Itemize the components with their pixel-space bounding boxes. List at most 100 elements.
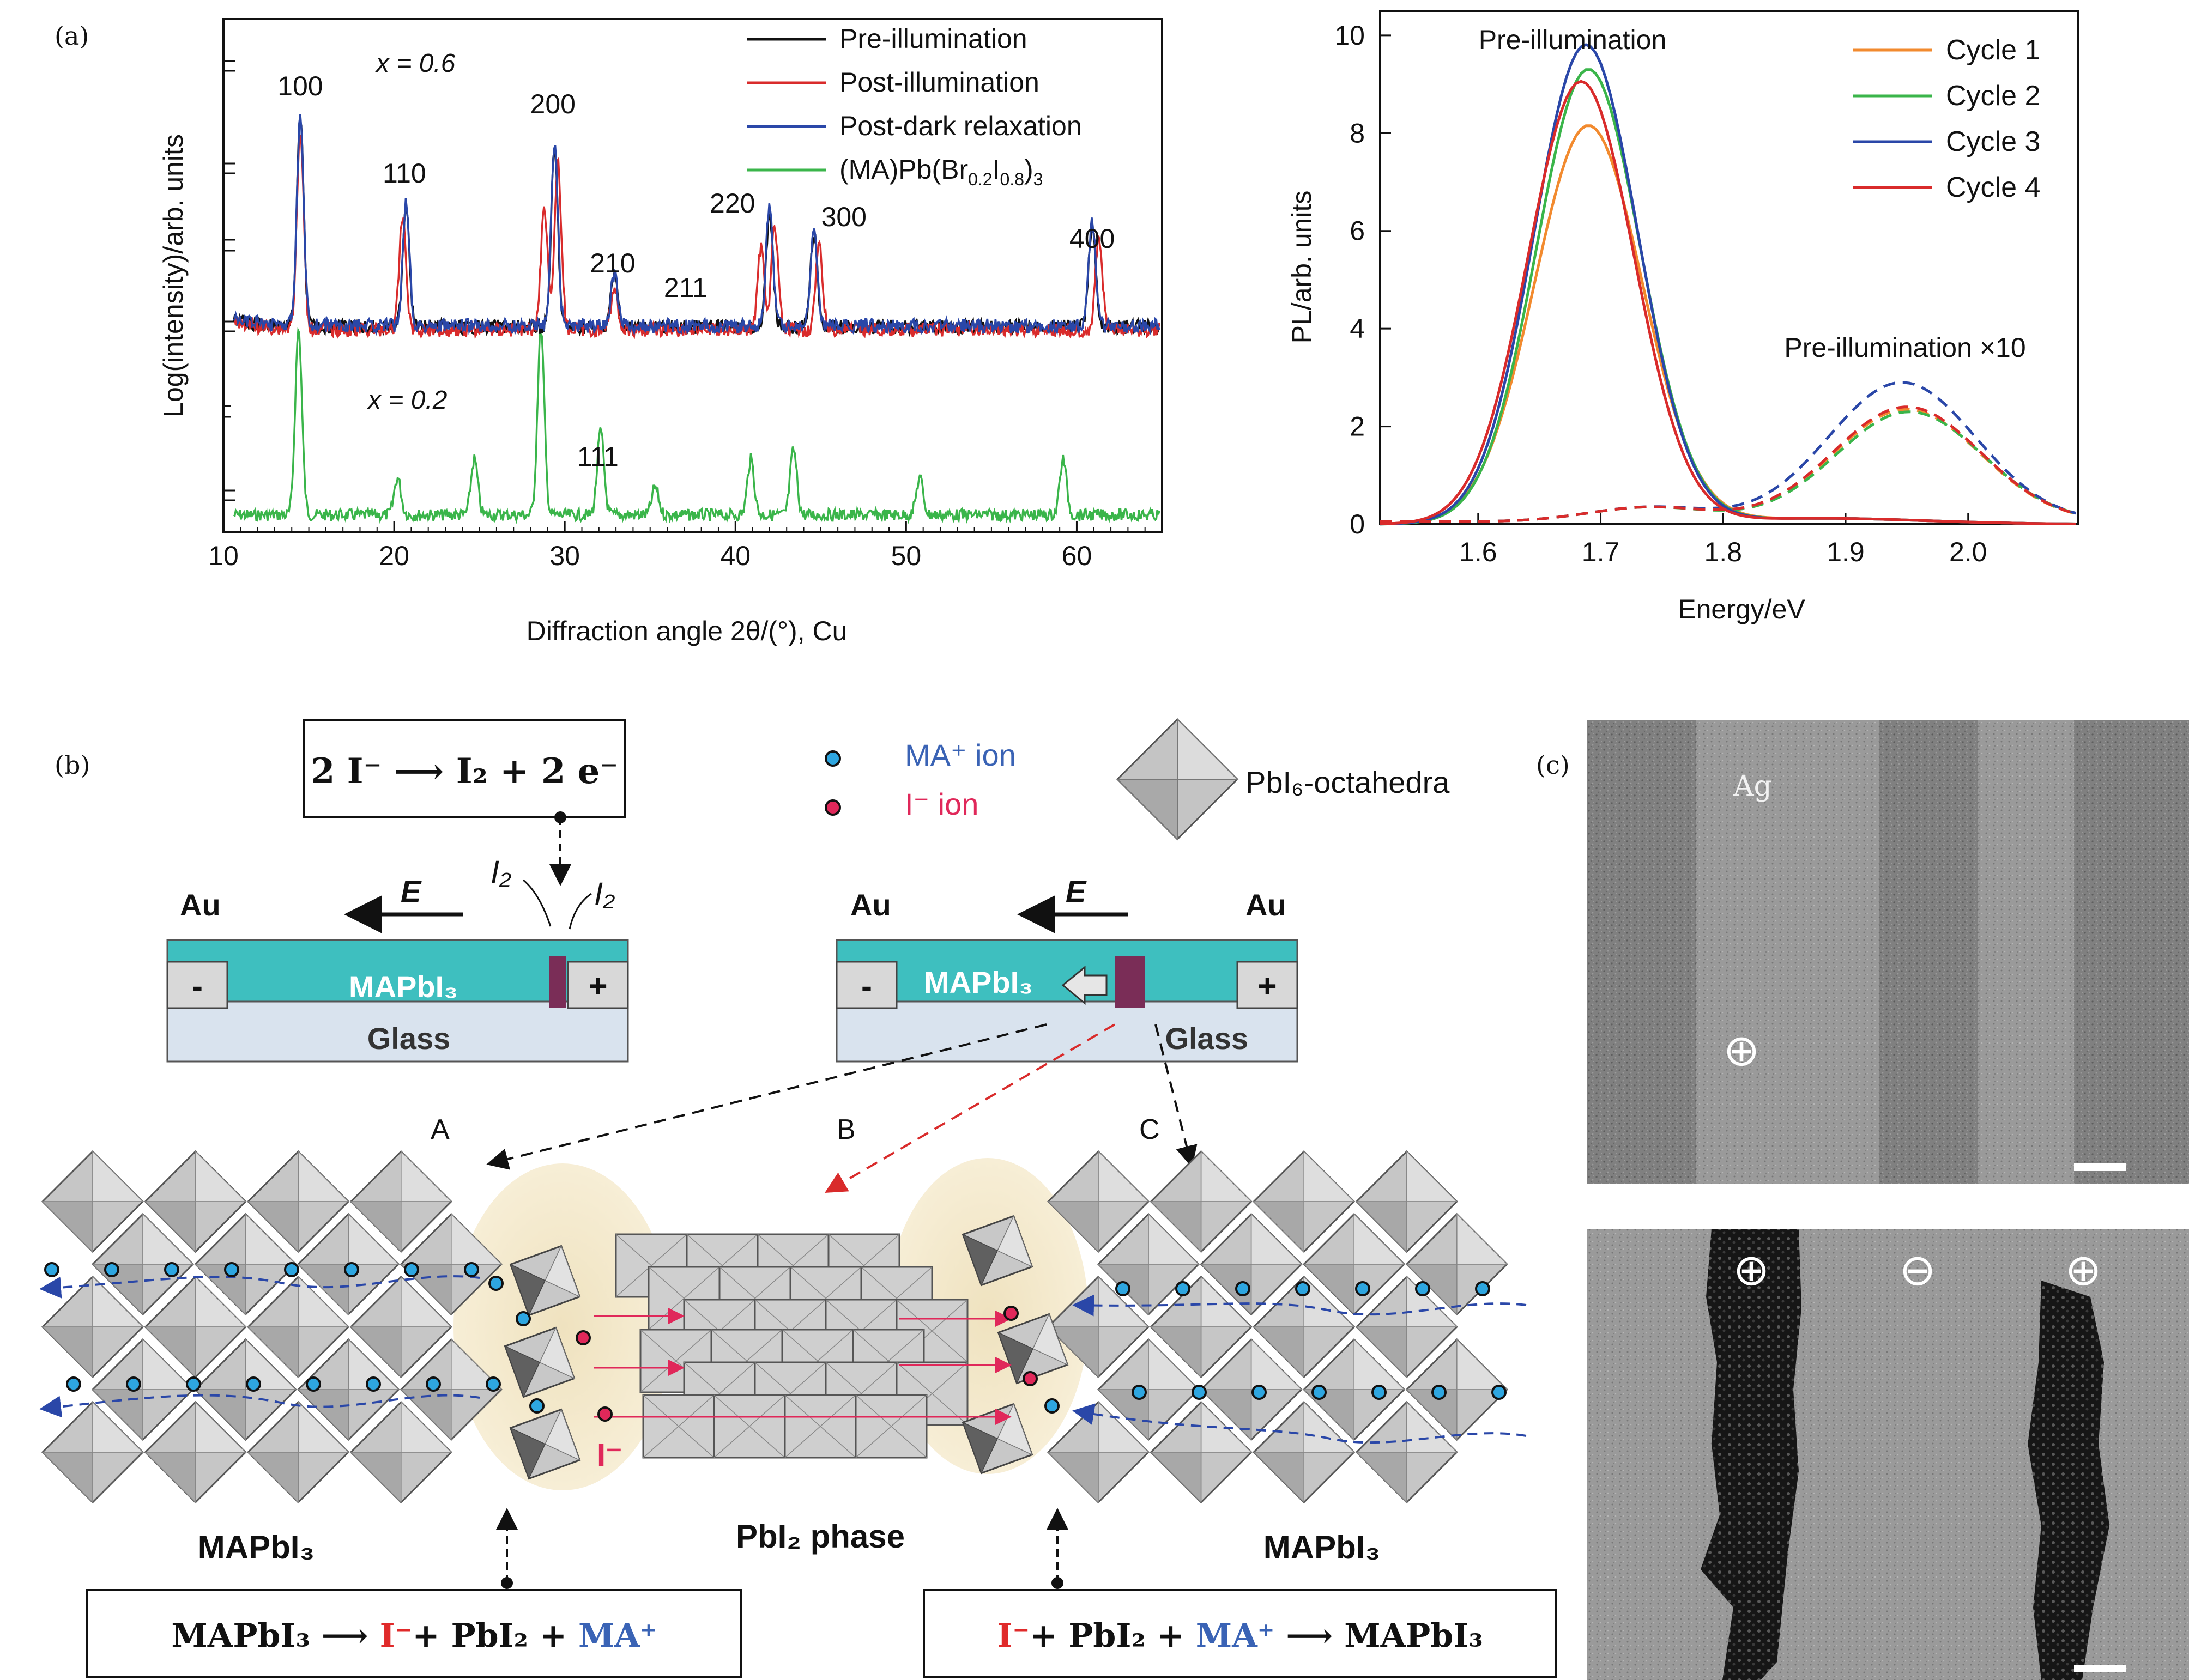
pl-dashed-line-3 <box>1380 381 2077 523</box>
octahedron-icon <box>1097 1338 1200 1441</box>
reaction-right-text: I⁻+ PbI₂ + MA⁺ ⟶ MAPbI₃ <box>997 1617 1483 1655</box>
xrd-peak-labels: 100 110 200 210 211 220 300 400 111 <box>277 71 1115 472</box>
octahedron-icon <box>144 1150 247 1253</box>
i2-label-left: I₂ <box>491 854 511 890</box>
i2-label-right: I₂ <box>594 876 615 912</box>
glass-right: Glass <box>1165 1021 1248 1056</box>
top-plus-sign: ⊕ <box>1723 1026 1759 1075</box>
octahedron-icon <box>297 1338 400 1441</box>
octahedron-icon <box>1200 1338 1303 1441</box>
octahedron-icon <box>400 1338 503 1441</box>
pl-line-4 <box>1380 80 2076 525</box>
octahedron-icon <box>1355 1275 1458 1379</box>
bottom-minus-sign: ⊖ <box>1899 1246 1936 1294</box>
ma-ion <box>1431 1385 1447 1400</box>
octahedron-icon <box>1200 1212 1303 1316</box>
ma-ion <box>246 1376 261 1392</box>
scale-bar-top <box>2074 1163 2126 1171</box>
legend-octahedra: PbI₆-octahedra <box>1245 765 1450 799</box>
region-b-label: B <box>837 1114 856 1145</box>
xrd-line-4 <box>233 327 1160 524</box>
minus-left: - <box>192 968 203 1004</box>
xrd-legend-post: Post-illumination <box>839 67 1039 98</box>
pl-annotation-top: Pre-illumination <box>1479 25 1667 55</box>
xrd-x-tick-label: 40 <box>720 541 751 571</box>
pl-legend-entry: Cycle 3 <box>1946 126 2040 157</box>
octahedron-icon <box>247 1275 350 1379</box>
ma-ion <box>44 1262 59 1277</box>
ma-ion <box>66 1376 81 1392</box>
ma-ion <box>1235 1281 1250 1296</box>
octahedron-icon <box>1355 1400 1458 1504</box>
scale-bar-bottom <box>2074 1665 2126 1672</box>
xrd-peak-label: 210 <box>590 248 635 278</box>
xrd-peak-label: 400 <box>1069 223 1115 254</box>
ma-ion <box>1132 1385 1147 1400</box>
reaction-box-right <box>923 1589 1557 1678</box>
field-label-right: E <box>1066 874 1087 908</box>
pl-x-tick-label: 1.6 <box>1459 537 1497 567</box>
octahedron-icon <box>144 1275 247 1379</box>
mapbi3-right-device: MAPbI₃ <box>924 965 1033 999</box>
pl-legend-entry: Cycle 2 <box>1946 80 2040 112</box>
au-label-right-b: Au <box>1245 888 1286 922</box>
xrd-peak-label: 100 <box>277 71 323 101</box>
pl-series <box>1380 43 2077 526</box>
octahedron-icon <box>1047 1400 1150 1504</box>
bottom-plus-sign-2: ⊕ <box>2065 1246 2101 1294</box>
iodide-ion <box>1003 1306 1019 1321</box>
xrd-annotation-x02: x = 0.2 <box>367 386 447 415</box>
xrd-legend-reference: (MA)Pb(Br0.2I0.8)3 <box>839 154 1043 189</box>
pl-y-axis-label: PL/arb. units <box>1286 191 1317 344</box>
xrd-legend: Pre-illumination Post-illumination Post-… <box>747 23 1082 189</box>
octahedron-icon <box>349 1150 452 1253</box>
left-phase-label: MAPbI₃ <box>198 1529 315 1566</box>
panel-label-b: (b) <box>55 750 90 780</box>
pl-x-tick-label: 2.0 <box>1949 537 1987 567</box>
octahedron-fragment <box>509 1245 581 1317</box>
pl-ticks: 1.6 1.7 1.8 1.9 2.0 0 2 4 6 8 10 <box>1334 20 1987 567</box>
xrd-peak-label: 200 <box>530 89 576 119</box>
pl-y-tick-label: 6 <box>1350 216 1365 246</box>
pl-legend-entry: Cycle 1 <box>1946 34 2040 66</box>
xrd-y-axis-label: Log(intensity)/arb. units <box>158 134 189 417</box>
ma-ion <box>1115 1281 1130 1296</box>
perovskite-lattice-left <box>41 1150 503 1504</box>
octahedron-icon <box>41 1150 144 1253</box>
pl-chart: 1.6 1.7 1.8 1.9 2.0 0 2 4 6 8 10 Energy/eV PL/arb.… <box>1286 10 2079 624</box>
iodide-ion <box>1023 1371 1038 1386</box>
perovskite-lattice-right <box>1047 1150 1508 1504</box>
pl-x-tick-label: 1.8 <box>1704 537 1743 567</box>
plus-left: + <box>588 968 607 1004</box>
xrd-x-ticks: 10 20 30 40 50 60 <box>208 60 1163 571</box>
xrd-x-tick-label: 20 <box>379 541 409 571</box>
ma-ion <box>529 1398 545 1414</box>
ma-ion <box>1295 1281 1310 1296</box>
xrd-peak-label: 220 <box>710 188 755 219</box>
ma-ion <box>488 1276 504 1291</box>
octahedron-icon <box>1150 1275 1253 1379</box>
iodide-ion <box>597 1406 613 1422</box>
field-label-left: E <box>401 874 422 908</box>
ma-ion <box>1311 1385 1327 1400</box>
glass-left: Glass <box>367 1021 451 1056</box>
pl-x-tick-label: 1.9 <box>1827 537 1865 567</box>
xrd-x-tick-label: 10 <box>208 541 239 571</box>
octahedron-fragment <box>997 1313 1069 1385</box>
reaction-box-top <box>303 719 626 818</box>
ma-ion <box>426 1376 441 1392</box>
ma-ion <box>1371 1385 1387 1400</box>
octahedron-icon <box>1355 1150 1458 1253</box>
ma-ion <box>1251 1385 1267 1400</box>
octahedron-icon <box>194 1338 297 1441</box>
pl-x-axis-label: Energy/eV <box>1678 594 1805 624</box>
ma-ion <box>1475 1281 1490 1296</box>
plus-right: + <box>1257 968 1277 1004</box>
minus-right: - <box>861 968 872 1004</box>
pl-dashed-line-2 <box>1380 410 2077 523</box>
xrd-x-tick-label: 30 <box>549 541 580 571</box>
pl-plot-frame <box>1379 10 2079 525</box>
legend-ma-ion: MA⁺ ion <box>905 738 1016 772</box>
ma-ion <box>1491 1385 1507 1400</box>
